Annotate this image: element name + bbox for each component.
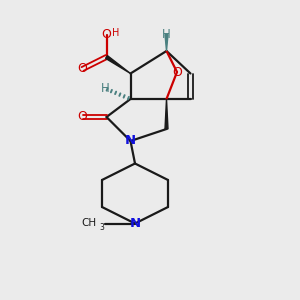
Text: O: O bbox=[78, 110, 87, 124]
Text: 3: 3 bbox=[100, 223, 104, 232]
Text: O: O bbox=[102, 28, 111, 41]
Text: N: N bbox=[129, 217, 141, 230]
Text: H: H bbox=[162, 28, 171, 41]
Polygon shape bbox=[165, 34, 168, 51]
Text: H: H bbox=[112, 28, 120, 38]
Text: O: O bbox=[78, 62, 87, 76]
Text: N: N bbox=[125, 134, 136, 148]
Polygon shape bbox=[165, 99, 168, 129]
Text: H: H bbox=[100, 82, 109, 95]
Text: CH: CH bbox=[81, 218, 96, 229]
Polygon shape bbox=[106, 56, 130, 74]
Text: O: O bbox=[172, 65, 182, 79]
